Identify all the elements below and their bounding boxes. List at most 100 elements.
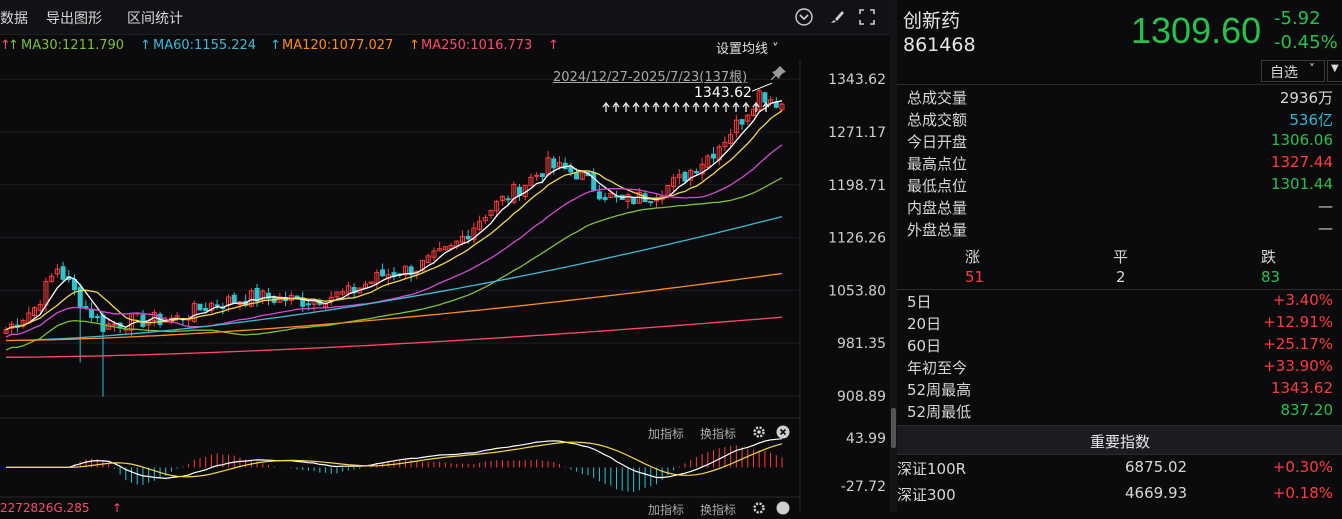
index-name: 深证100R xyxy=(897,460,967,478)
candle-body xyxy=(3,329,9,334)
signal-arrow xyxy=(602,101,610,112)
date-range-label[interactable]: 2024/12/27-2025/7/23(137根) xyxy=(553,70,748,85)
ma120-label: MA120:1077.027 xyxy=(282,38,394,53)
gear-icon[interactable] xyxy=(752,500,766,519)
close-icon[interactable] xyxy=(776,424,790,443)
arrow-up-icon: ↑ xyxy=(409,38,420,53)
signal-arrow xyxy=(722,101,730,112)
candle-body xyxy=(89,308,95,318)
scrollbar-thumb[interactable] xyxy=(891,408,896,448)
candle-body xyxy=(402,265,408,276)
signal-arrow xyxy=(642,101,650,112)
chevron-down-icon[interactable] xyxy=(795,8,813,30)
add-indicator-button[interactable]: 加指标 xyxy=(648,427,685,441)
candle-body xyxy=(32,307,38,317)
candle-body xyxy=(380,269,386,277)
sub-y-tick: -27.72 xyxy=(841,479,886,495)
quote-panel: 创新药 861468 1309.60 -5.92 -0.45% 自选 ˅ ▼ 总… xyxy=(897,0,1342,512)
macd-histogram xyxy=(73,445,783,492)
candle-body xyxy=(340,291,346,295)
perf-value: +33.90% xyxy=(1263,357,1333,375)
perf-value: 1343.62 xyxy=(1270,379,1333,397)
ma-legend: ↑ ↑ MA30:1211.790 ↑ MA60:1155.224 ↑ MA12… xyxy=(0,36,890,58)
candle-body xyxy=(459,235,465,243)
candle-body xyxy=(579,172,585,180)
stat-label: 内盘总量 xyxy=(907,199,968,217)
stat-label: 外盘总量 xyxy=(907,221,968,239)
stat-row: 总成交量 2936万 xyxy=(907,87,1337,109)
candle-body xyxy=(49,275,55,282)
candle-body xyxy=(705,155,711,168)
kline-chart[interactable]: 1343.62 1271.17 1198.71 1126.26 1053.80 981.3… xyxy=(0,60,890,512)
vertical-scrollbar[interactable] xyxy=(890,0,897,512)
candles xyxy=(3,88,785,397)
candle-body xyxy=(408,266,414,276)
candle-body xyxy=(111,323,117,326)
ma5-line xyxy=(5,100,783,331)
candle-body xyxy=(265,292,271,299)
signal-arrow xyxy=(742,101,750,112)
watchlist-button[interactable]: 自选 ˅ xyxy=(1261,60,1325,82)
candle-body xyxy=(779,103,785,111)
switch-indicator-button[interactable]: 换指标 xyxy=(700,427,737,441)
stat-label: 总成交额 xyxy=(907,111,968,129)
stat-row: 最高点位 1327.44 xyxy=(907,153,1337,175)
more-dropdown[interactable]: ▼ xyxy=(1327,60,1342,82)
candle-body xyxy=(248,290,254,307)
signal-arrow xyxy=(702,101,710,112)
candle-body xyxy=(334,291,340,298)
perf-value: +3.40% xyxy=(1272,291,1333,309)
y-tick-label: 1343.62 xyxy=(828,72,886,88)
fullscreen-icon[interactable] xyxy=(858,8,876,30)
arrow-up-icon: ↑ xyxy=(270,38,281,53)
index-row[interactable]: 深证100R 6875.02 +0.30% xyxy=(897,458,1337,480)
perf-label: 60日 xyxy=(907,337,942,355)
candle-body xyxy=(750,108,756,117)
index-section-header: 重要指数 xyxy=(897,425,1342,455)
candle-body xyxy=(54,268,60,275)
perf-label: 20日 xyxy=(907,315,942,333)
gear-icon[interactable] xyxy=(752,424,766,443)
candle-body xyxy=(602,196,608,200)
ma-settings-button[interactable]: 设置均线 ˅ xyxy=(716,42,779,57)
candle-body xyxy=(9,323,15,329)
stat-value: 1306.06 xyxy=(1270,131,1333,149)
add-indicator-button-2[interactable]: 加指标 xyxy=(648,503,685,517)
ma60-line xyxy=(6,215,783,342)
tab-range-stats[interactable]: 区间统计 xyxy=(127,11,183,27)
candle-body xyxy=(688,170,694,181)
candle-body xyxy=(699,163,705,175)
brush-icon[interactable] xyxy=(828,8,846,30)
caret-down-icon: ▼ xyxy=(1331,63,1339,74)
signal-arrow xyxy=(762,101,770,112)
candle-body xyxy=(465,235,471,240)
last-price: 1309.60 xyxy=(1131,10,1262,51)
performance-list: 5日 +3.40% 20日 +12.91% 60日 +25.17% 年初至今 +33.90% 5… xyxy=(897,291,1342,423)
index-row[interactable]: 深证300 4669.93 +0.18% xyxy=(897,484,1337,506)
arrow-up-icon: ↑ xyxy=(548,38,559,53)
chart-toolbar: 数据 导出图形 区间统计 xyxy=(0,0,890,35)
candle-body xyxy=(214,304,220,307)
candle-body xyxy=(60,266,66,280)
stat-value: 1327.44 xyxy=(1270,153,1333,171)
tab-export-graph[interactable]: 导出图形 xyxy=(46,11,102,27)
ma60-label: MA60:1155.224 xyxy=(153,38,257,53)
candle-body xyxy=(556,162,562,168)
index-name: 深证300 xyxy=(897,486,956,504)
close-icon[interactable] xyxy=(776,500,790,519)
perf-value: +25.17% xyxy=(1263,335,1333,353)
candle-body xyxy=(254,287,260,302)
ma30-line xyxy=(5,177,783,351)
candle-body xyxy=(305,303,311,306)
candle-body xyxy=(191,303,197,322)
pin-icon[interactable] xyxy=(771,65,787,85)
candle-body xyxy=(140,314,146,327)
volume-legend: 2272826G.285 xyxy=(0,501,90,515)
breadth-up-label: 涨 xyxy=(965,248,981,266)
arrow-up-icon: ↑ xyxy=(140,38,151,53)
tab-data[interactable]: 数据 xyxy=(0,11,28,27)
perf-label: 年初至今 xyxy=(907,359,968,377)
stat-row: 总成交额 536亿 xyxy=(907,109,1337,131)
switch-indicator-button-2[interactable]: 换指标 xyxy=(700,503,737,517)
candle-body xyxy=(733,119,739,134)
